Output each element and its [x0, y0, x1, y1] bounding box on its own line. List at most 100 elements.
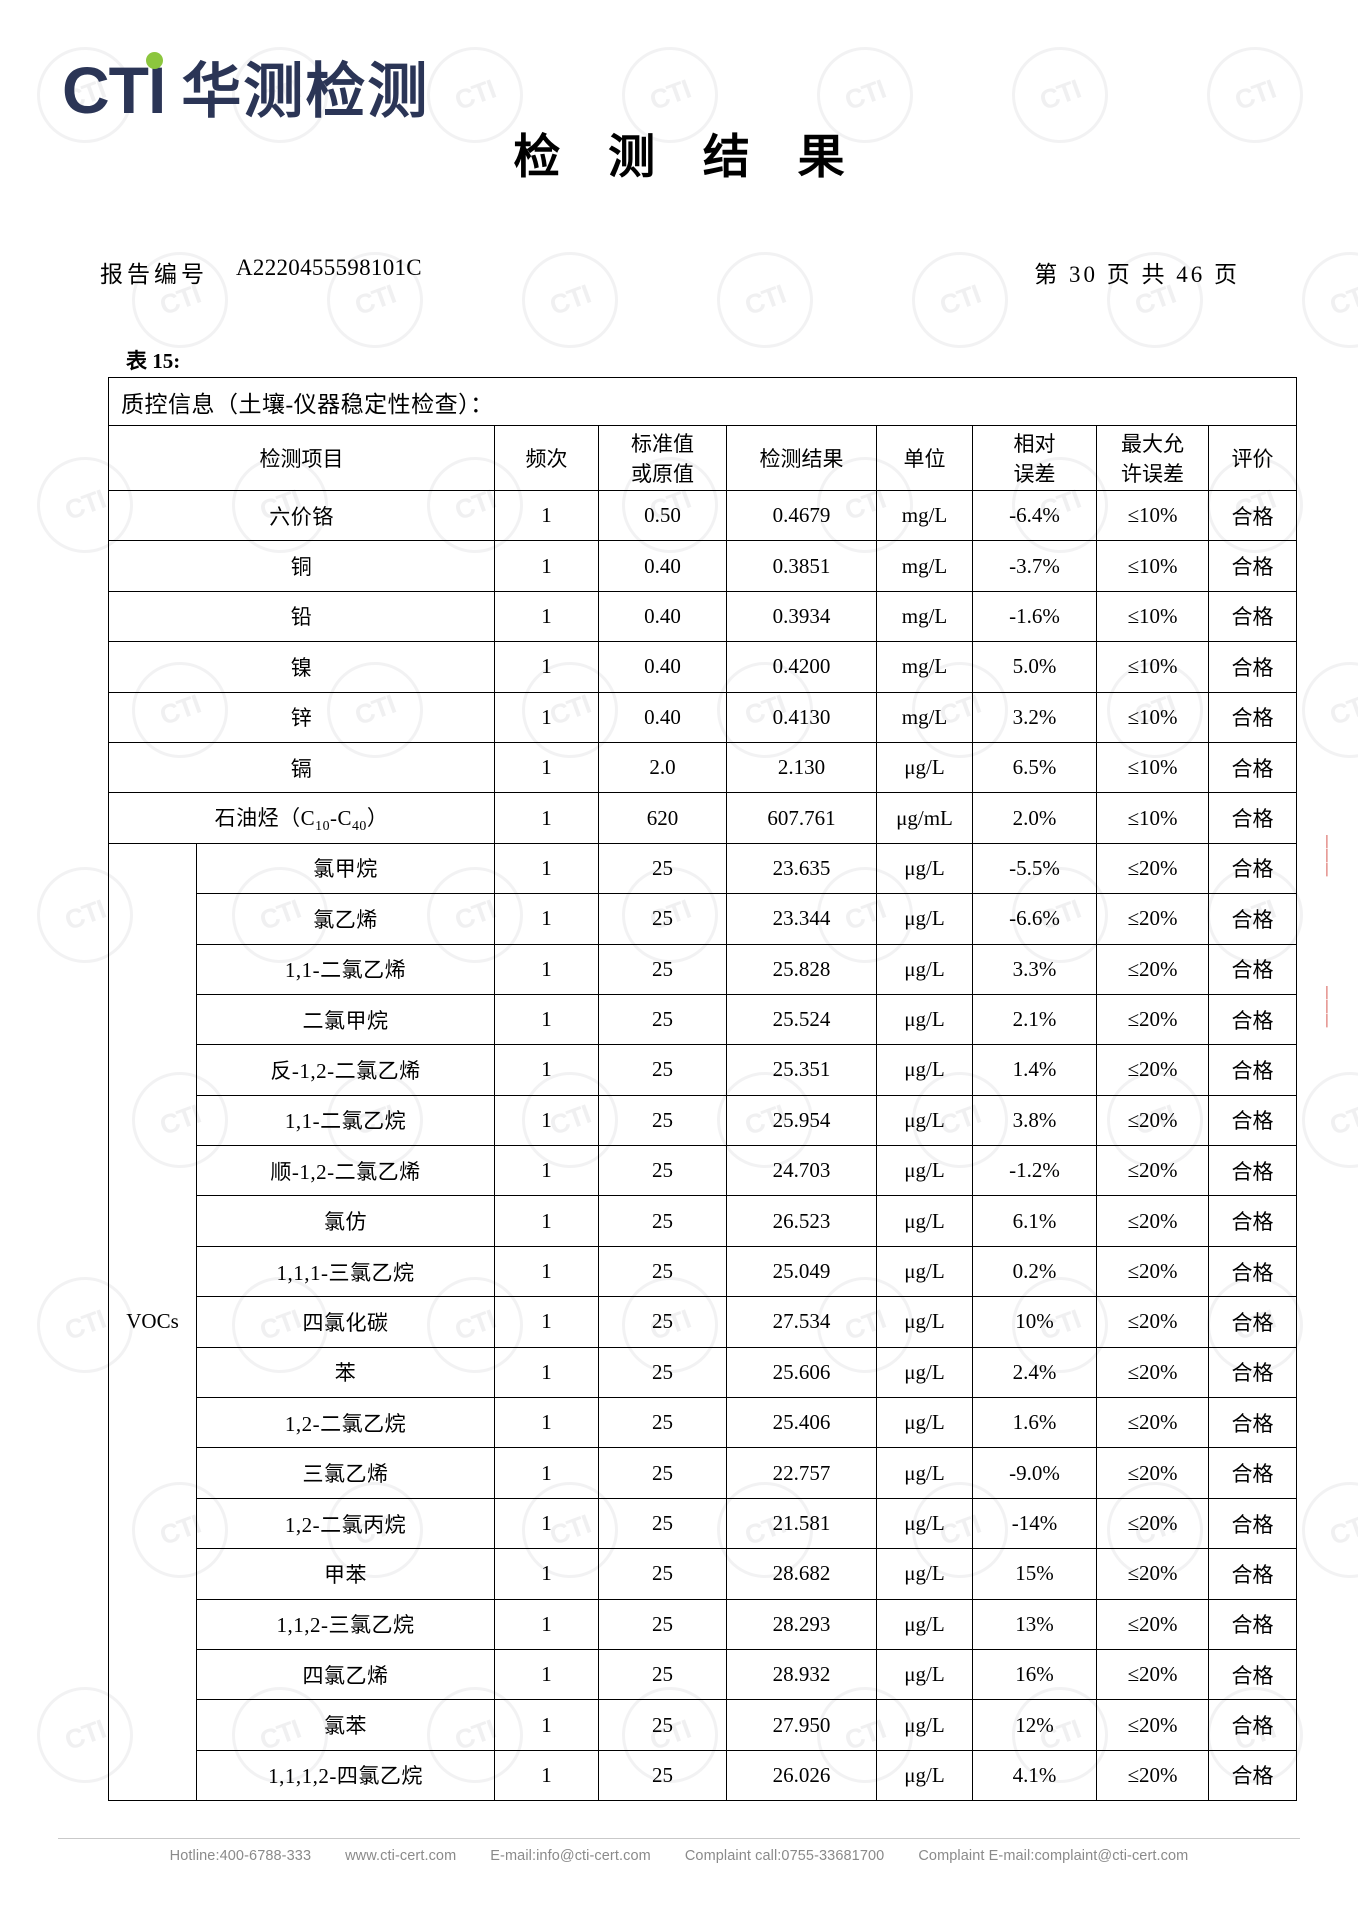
cell-frequency: 1	[494, 1749, 599, 1802]
footer-website[interactable]: www.cti-cert.com	[345, 1848, 457, 1864]
cell-item-name: 铜	[108, 540, 495, 592]
cell-result: 25.524	[726, 993, 877, 1046]
cell-standard: 25	[598, 1497, 727, 1550]
table-row: 氯仿 1 25 26.523 μg/L 6.1% ≤20% 合格	[109, 1195, 1298, 1247]
cell-result: 23.635	[726, 842, 877, 895]
cell-evaluation: 合格	[1207, 993, 1298, 1046]
cell-frequency: 1	[494, 641, 599, 693]
cell-result: 26.523	[726, 1195, 877, 1247]
cell-evaluation: 合格	[1207, 893, 1298, 945]
page-title: 检 测 结 果	[513, 132, 863, 184]
cell-item-name: 氯苯	[196, 1699, 495, 1751]
results-table-container: 质控信息（土壤-仪器稳定性检查）： 检测项目 频次 标准值 或原值 检测结果 单…	[107, 377, 1298, 1802]
logo-cti-letters: CTI	[62, 53, 166, 128]
cti-logo: CTI 华测检测	[62, 44, 430, 125]
cell-frequency: 1	[494, 1397, 599, 1449]
cell-unit: μg/L	[876, 1145, 973, 1197]
cell-evaluation: 合格	[1207, 1548, 1298, 1600]
cell-evaluation: 合格	[1207, 1245, 1298, 1298]
cell-unit: μg/mL	[876, 792, 973, 844]
cell-evaluation: 合格	[1207, 1749, 1298, 1802]
logo-chinese-text: 华测检测	[181, 58, 430, 125]
cell-frequency: 1	[494, 691, 599, 743]
page-footer: Hotline:400-6788-333 www.cti-cert.com E-…	[58, 1848, 1300, 1864]
cell-item-name: 1,1-二氯乙烷	[196, 1094, 495, 1147]
table-row: 石油烃（C10-C40） 1 620 607.761 μg/mL 2.0% ≤10% 合格	[108, 792, 1298, 844]
side-mark-group-1: │ │ │	[1324, 836, 1331, 876]
cell-standard: 0.50	[598, 489, 727, 542]
cell-evaluation: 合格	[1207, 741, 1298, 794]
header-standard-value: 标准值 或原值	[598, 425, 727, 491]
cell-result: 24.703	[726, 1145, 877, 1197]
cell-evaluation: 合格	[1207, 1497, 1298, 1550]
cell-evaluation: 合格	[1207, 1648, 1298, 1701]
cell-item-name: 1,1-二氯乙烯	[196, 943, 495, 995]
table-row: 六价铬 1 0.50 0.4679 mg/L -6.4% ≤10% 合格	[108, 489, 1298, 542]
footer-email[interactable]: E-mail:info@cti-cert.com	[490, 1848, 651, 1864]
cell-max-error: ≤20%	[1096, 1296, 1209, 1348]
header-relative-line1: 相对	[1013, 432, 1056, 456]
cell-relative-error: -6.6%	[972, 893, 1097, 945]
cell-relative-error: 5.0%	[972, 641, 1097, 693]
cell-relative-error: -14%	[972, 1497, 1097, 1550]
table-row: 1,1,1-三氯乙烷 1 25 25.049 μg/L 0.2% ≤20% 合格	[109, 1245, 1298, 1298]
cell-evaluation: 合格	[1207, 540, 1298, 592]
table-row: 1,1,1,2-四氯乙烷 1 25 26.026 μg/L 4.1% ≤20% 合格	[109, 1749, 1298, 1802]
cell-result: 25.406	[726, 1397, 877, 1449]
table-row: 甲苯 1 25 28.682 μg/L 15% ≤20% 合格	[109, 1548, 1298, 1600]
cell-unit: μg/L	[876, 1397, 973, 1449]
cell-relative-error: -9.0%	[972, 1447, 1097, 1499]
cell-standard: 25	[598, 1598, 727, 1650]
cell-frequency: 1	[494, 741, 599, 794]
cell-unit: μg/L	[876, 1296, 973, 1348]
cell-standard: 25	[598, 1447, 727, 1499]
report-number-group: 报告编号 A2220455598101C	[100, 255, 422, 289]
cell-item-name: 四氯化碳	[196, 1296, 495, 1348]
cell-unit: mg/L	[876, 641, 973, 693]
cell-standard: 0.40	[598, 691, 727, 743]
cell-result: 25.351	[726, 1044, 877, 1096]
cell-frequency: 1	[494, 1245, 599, 1298]
cell-frequency: 1	[494, 1699, 599, 1751]
cell-item-name: 石油烃（C10-C40）	[108, 792, 495, 844]
cell-max-error: ≤20%	[1096, 943, 1209, 995]
table-row: 氯乙烯 1 25 23.344 μg/L -6.6% ≤20% 合格	[109, 893, 1298, 945]
cell-result: 27.950	[726, 1699, 877, 1751]
cell-item-name: 1,1,1-三氯乙烷	[196, 1245, 495, 1298]
cell-standard: 25	[598, 1195, 727, 1247]
cell-unit: μg/L	[876, 943, 973, 995]
cell-max-error: ≤20%	[1096, 1044, 1209, 1096]
cell-standard: 620	[598, 792, 727, 844]
cell-evaluation: 合格	[1207, 590, 1298, 643]
footer-complaint-email[interactable]: Complaint E-mail:complaint@cti-cert.com	[918, 1848, 1189, 1864]
cell-standard: 2.0	[598, 741, 727, 794]
cell-item-name: 苯	[196, 1346, 495, 1399]
table-row: 氯苯 1 25 27.950 μg/L 12% ≤20% 合格	[109, 1699, 1298, 1751]
cell-result: 25.954	[726, 1094, 877, 1147]
table-row: 三氯乙烯 1 25 22.757 μg/L -9.0% ≤20% 合格	[109, 1447, 1298, 1499]
cell-item-name: 1,2-二氯乙烷	[196, 1397, 495, 1449]
cell-relative-error: 10%	[972, 1296, 1097, 1348]
cell-standard: 25	[598, 1296, 727, 1348]
cell-relative-error: 2.4%	[972, 1346, 1097, 1399]
table-row: 1,1,2-三氯乙烷 1 25 28.293 μg/L 13% ≤20% 合格	[109, 1598, 1298, 1650]
cell-item-name: 四氯乙烯	[196, 1648, 495, 1701]
cell-result: 23.344	[726, 893, 877, 945]
table-row: 四氯化碳 1 25 27.534 μg/L 10% ≤20% 合格	[109, 1296, 1298, 1348]
cell-evaluation: 合格	[1207, 1296, 1298, 1348]
table-row: 反-1,2-二氯乙烯 1 25 25.351 μg/L 1.4% ≤20% 合格	[109, 1044, 1298, 1096]
cell-max-error: ≤20%	[1096, 1195, 1209, 1247]
cell-relative-error: 13%	[972, 1598, 1097, 1650]
cell-standard: 25	[598, 1094, 727, 1147]
header-standard-line1: 标准值	[631, 432, 694, 456]
cell-evaluation: 合格	[1207, 1094, 1298, 1147]
cell-result: 0.4200	[726, 641, 877, 693]
table-row: 1,1-二氯乙烷 1 25 25.954 μg/L 3.8% ≤20% 合格	[109, 1094, 1298, 1147]
cell-frequency: 1	[494, 842, 599, 895]
cell-frequency: 1	[494, 1296, 599, 1348]
cell-frequency: 1	[494, 1145, 599, 1197]
cell-max-error: ≤10%	[1096, 792, 1209, 844]
cell-max-error: ≤20%	[1096, 1699, 1209, 1751]
table-row: 铅 1 0.40 0.3934 mg/L -1.6% ≤10% 合格	[108, 590, 1298, 643]
